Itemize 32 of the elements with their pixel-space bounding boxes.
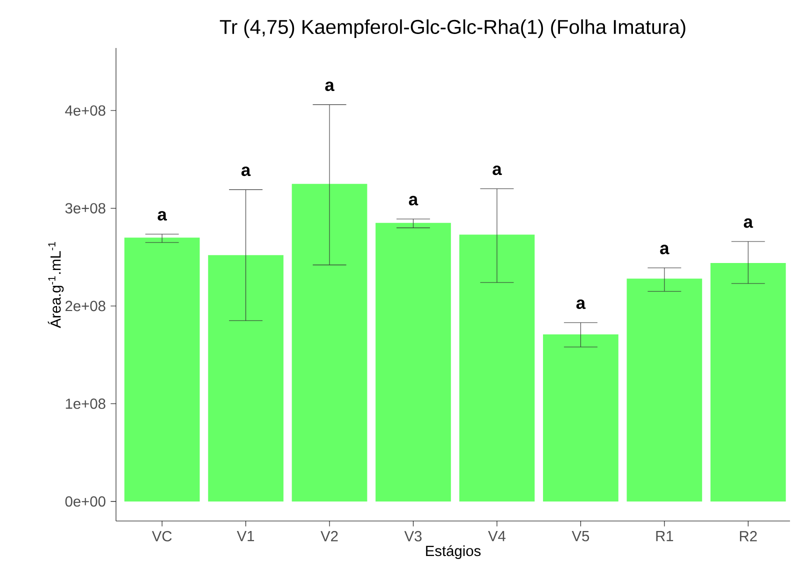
- bar: [710, 262, 786, 502]
- bar: [292, 184, 368, 502]
- annotation: a: [158, 211, 167, 221]
- y-tick-label: 2e+08: [66, 300, 106, 312]
- chart-title: Tr (4,75) Kaempferol-Glc-Glc-Rha(1) (Folha Imatura): [220, 19, 686, 38]
- annotation: a: [576, 300, 586, 310]
- x-axis-title: Estágios: [426, 545, 481, 560]
- bar: [124, 238, 200, 502]
- bar: [543, 334, 618, 502]
- y-tick-label: 1e+08: [66, 398, 106, 409]
- annotation: a: [408, 196, 418, 206]
- y-tick-label: 3e+08: [65, 203, 106, 214]
- bar: [208, 255, 284, 502]
- x-tick-label: V4: [488, 531, 506, 542]
- bar: [459, 234, 535, 502]
- bar: [376, 222, 451, 502]
- annotation: a: [325, 82, 334, 92]
- y-tick-label: 0e+00: [65, 496, 106, 507]
- annotation: a: [241, 166, 251, 176]
- x-tick-label: R1: [656, 531, 674, 542]
- annotation: a: [492, 166, 502, 176]
- x-tick-label: VC: [152, 531, 172, 542]
- annotation: a: [744, 218, 754, 228]
- bar: [626, 278, 702, 502]
- x-tick-label: V3: [404, 531, 422, 542]
- x-tick-label: V2: [320, 531, 338, 542]
- y-tick-label: 4e+08: [65, 105, 106, 116]
- x-tick-label: R2: [740, 531, 757, 542]
- y-axis-title: Área.g$^{-1}$.mL$^{-1}$: [48, 242, 64, 328]
- x-tick-label: V5: [572, 531, 590, 542]
- annotation: a: [660, 244, 670, 254]
- x-tick-label: V1: [236, 531, 254, 542]
